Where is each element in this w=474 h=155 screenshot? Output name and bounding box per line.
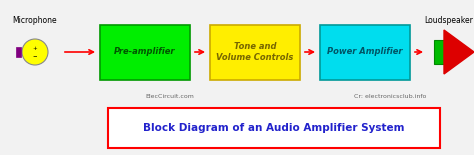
Polygon shape — [444, 30, 474, 74]
Text: Power Amplifier: Power Amplifier — [327, 47, 403, 57]
Bar — [210, 24, 300, 80]
Bar — [100, 24, 190, 80]
Text: Block Diagram of an Audio Amplifier System: Block Diagram of an Audio Amplifier Syst… — [143, 123, 405, 133]
Text: +: + — [33, 46, 37, 51]
Bar — [320, 24, 410, 80]
Text: Loudspeaker: Loudspeaker — [425, 16, 474, 25]
Text: Microphone: Microphone — [13, 16, 57, 25]
Text: Cr: electronicsclub.info: Cr: electronicsclub.info — [354, 93, 426, 98]
Circle shape — [22, 39, 48, 65]
Bar — [434, 40, 444, 64]
Text: ElecCircuit.com: ElecCircuit.com — [146, 93, 194, 98]
Text: −: − — [33, 53, 37, 58]
Bar — [16, 47, 21, 57]
Bar — [108, 108, 440, 148]
Text: Tone and
Volume Controls: Tone and Volume Controls — [216, 42, 294, 62]
Text: Pre-amplifier: Pre-amplifier — [114, 47, 176, 57]
